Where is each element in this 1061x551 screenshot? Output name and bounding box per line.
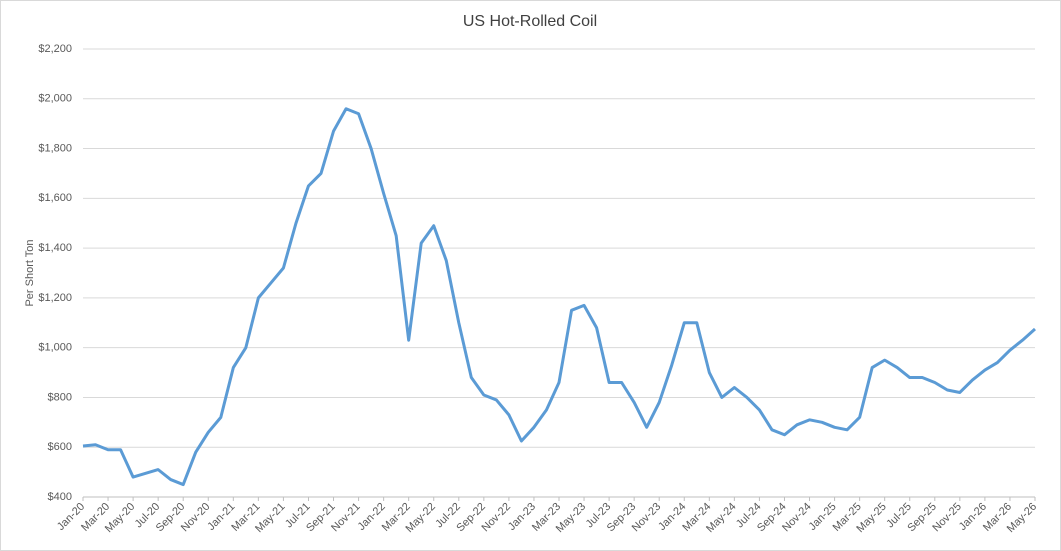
series-line bbox=[82, 107, 1036, 487]
y-tick-label: $1,600 bbox=[38, 192, 72, 204]
y-tick-label: $2,000 bbox=[38, 93, 72, 105]
y-axis-label: Per Short Ton bbox=[24, 239, 36, 306]
y-tick-label: $1,400 bbox=[38, 242, 72, 254]
chart-title: US Hot-Rolled Coil bbox=[463, 13, 597, 30]
y-tick-label: $400 bbox=[48, 491, 72, 503]
y-tick-label: $600 bbox=[48, 441, 72, 453]
y-tick-label: $2,200 bbox=[38, 43, 72, 55]
y-tick-label: $1,800 bbox=[38, 142, 72, 154]
y-tick-label: $1,200 bbox=[38, 292, 72, 304]
y-tick-label: $800 bbox=[48, 391, 72, 403]
y-tick-label: $1,000 bbox=[38, 342, 72, 354]
